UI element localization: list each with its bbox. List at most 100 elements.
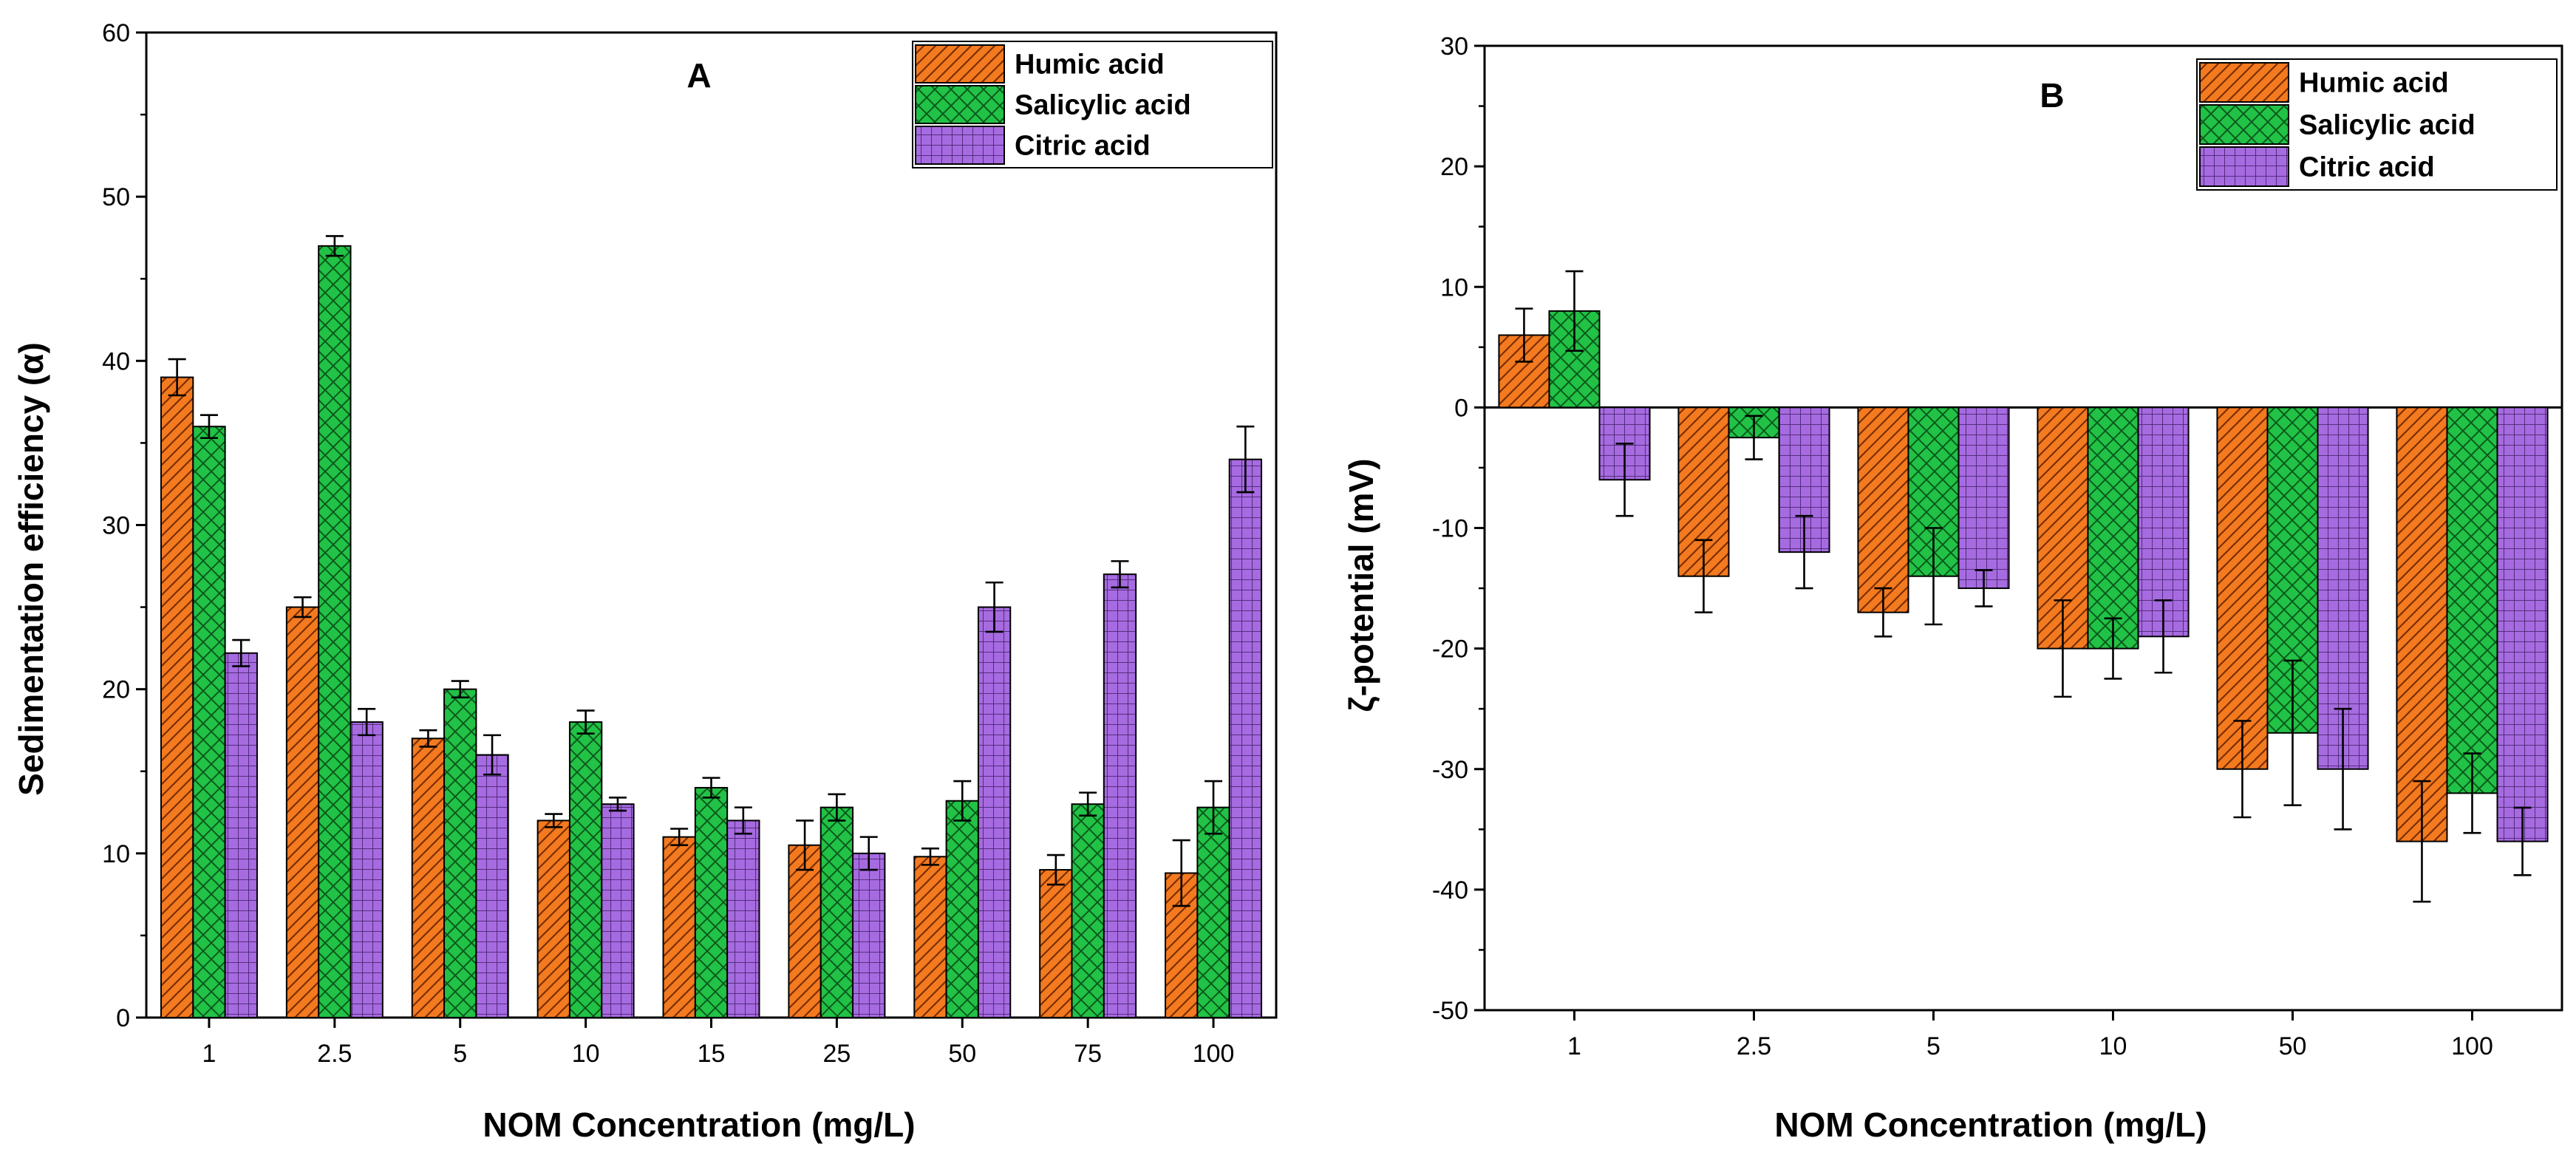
legend-swatch-b-citric-acid-pattern (2199, 146, 2289, 187)
bar-b-humic-acid-5-pattern (1857, 406, 1909, 613)
error-bar-a-salicylic-acid-100 (1204, 780, 1223, 835)
bar-a-citric-acid-2-5-pattern (350, 721, 384, 1018)
error-bar-b-citric-acid-50 (2334, 707, 2352, 831)
bar-b-citric-acid-100-pattern (2496, 406, 2549, 842)
bar-a-salicylic-acid-50-pattern (945, 800, 979, 1018)
bar-a-citric-acid-5-pattern (475, 754, 509, 1018)
bar-a-citric-acid-10-pattern (601, 803, 635, 1019)
x-tick-label-a-10: 10 (572, 1040, 600, 1068)
error-bar-b-salicylic-acid-1 (1565, 270, 1584, 352)
error-bar-b-humic-acid-100 (2413, 780, 2431, 903)
error-bar-a-salicylic-acid-50 (953, 780, 972, 822)
y-tick-label-b-1: -40 (1432, 876, 1468, 904)
error-bar-b-citric-acid-100 (2513, 806, 2532, 876)
bars-a (160, 235, 1263, 1019)
error-bar-b-salicylic-acid-2-5 (1745, 415, 1763, 460)
bar-a-humic-acid-10-pattern (536, 820, 570, 1019)
x-axis-title-a: NOM Concentration (mg/L) (483, 1105, 915, 1144)
error-bar-b-citric-acid-1 (1615, 443, 1634, 517)
legend-swatch-b-salicylic-acid-pattern (2199, 104, 2289, 145)
bar-a-salicylic-acid-15-pattern (694, 786, 729, 1018)
bar-a-humic-acid-75-pattern (1039, 869, 1073, 1019)
error-bar-b-salicylic-acid-5 (1924, 527, 1943, 626)
error-bar-a-humic-acid-50 (921, 847, 939, 866)
bar-a-humic-acid-2-5-pattern (285, 606, 320, 1018)
y-tick-label-a-6: 60 (102, 19, 130, 47)
x-tick-label-a-75: 75 (1074, 1040, 1102, 1068)
error-bar-b-humic-acid-10 (2054, 599, 2072, 698)
chart-panel-b: ζ-potential (mV) NOM Concentration (mg/L… (1342, 33, 2563, 1144)
legend-label-b-humic-acid: Humic acid (2299, 68, 2449, 99)
panel-letter-a: A (686, 56, 711, 95)
bar-b-salicylic-acid-10-pattern (2087, 406, 2139, 650)
y-tick-label-b-4: -10 (1432, 515, 1468, 543)
error-bar-a-citric-acid-25 (859, 836, 878, 871)
chart-panel-a: Sedimentation efficiency (α) NOM Concent… (12, 19, 1278, 1144)
error-bar-b-citric-acid-5 (1974, 569, 1993, 607)
y-tick-label-a-5: 50 (102, 183, 130, 211)
x-tick-label-a-2-5: 2.5 (317, 1040, 352, 1068)
error-bar-b-citric-acid-2-5 (1795, 514, 1813, 590)
bars-b (1498, 270, 2549, 903)
error-bar-a-salicylic-acid-25 (828, 793, 846, 822)
y-tick-label-b-7: 20 (1440, 153, 1468, 181)
y-tick-label-b-3: -20 (1432, 636, 1468, 664)
bar-a-salicylic-acid-2-5-pattern (318, 245, 352, 1019)
legend-label-a-citric-acid: Citric acid (1015, 131, 1151, 162)
bar-a-humic-acid-15-pattern (662, 836, 696, 1019)
bar-b-salicylic-acid-100-pattern (2446, 406, 2498, 794)
error-bar-a-humic-acid-10 (545, 813, 563, 828)
y-tick-label-a-3: 30 (102, 512, 130, 540)
x-tick-label-a-50: 50 (948, 1040, 976, 1068)
y-tick-label-b-5: 0 (1454, 394, 1468, 422)
error-bar-b-salicylic-acid-100 (2463, 752, 2481, 834)
legend-swatch-b-humic-acid-pattern (2199, 62, 2289, 103)
legend-swatch-a-salicylic-acid-pattern (915, 85, 1005, 124)
bar-a-humic-acid-25-pattern (788, 844, 822, 1018)
error-bar-a-salicylic-acid-15 (702, 777, 720, 799)
bar-a-salicylic-acid-1-pattern (192, 426, 226, 1018)
error-bar-a-salicylic-acid-5 (451, 680, 469, 699)
y-tick-label-a-1: 10 (102, 840, 130, 868)
x-tick-label-a-5: 5 (453, 1040, 467, 1068)
error-bar-a-humic-acid-1 (168, 358, 186, 397)
error-bar-a-salicylic-acid-2-5 (325, 235, 344, 257)
error-bar-a-humic-acid-25 (796, 820, 814, 871)
panel-letter-b: B (2040, 76, 2064, 115)
y-tick-label-a-2: 20 (102, 676, 130, 704)
error-bar-b-humic-acid-2-5 (1694, 539, 1713, 613)
error-bar-a-citric-acid-75 (1111, 560, 1129, 589)
x-tick-label-a-25: 25 (822, 1040, 851, 1068)
error-bar-a-humic-acid-5 (419, 729, 437, 748)
y-tick-label-a-4: 40 (102, 347, 130, 375)
bar-a-salicylic-acid-25-pattern (820, 806, 854, 1019)
error-bar-b-salicylic-acid-50 (2283, 659, 2302, 806)
legend-a: Humic acid Salicylic acid Citric acid (912, 41, 1273, 168)
error-bar-a-citric-acid-1 (232, 638, 251, 667)
legend-label-b-citric-acid: Citric acid (2299, 152, 2435, 183)
bar-a-salicylic-acid-10-pattern (568, 721, 603, 1018)
error-bar-a-humic-acid-100 (1172, 839, 1190, 907)
error-bar-b-citric-acid-10 (2154, 599, 2173, 674)
legend-label-a-humic-acid: Humic acid (1015, 50, 1165, 81)
legend-label-b-salicylic-acid: Salicylic acid (2299, 110, 2476, 141)
bar-a-citric-acid-1-pattern (224, 652, 258, 1018)
x-tick-label-b-2-5: 2.5 (1737, 1032, 1771, 1060)
legend-b: Humic acid Salicylic acid Citric acid (2196, 58, 2558, 191)
bar-b-citric-acid-5-pattern (1957, 406, 2010, 590)
error-bar-a-citric-acid-5 (483, 734, 502, 776)
bar-b-citric-acid-10-pattern (2137, 406, 2190, 638)
x-tick-label-a-1: 1 (202, 1040, 216, 1068)
x-tick-label-b-10: 10 (2099, 1032, 2127, 1060)
bar-a-humic-acid-50-pattern (913, 856, 947, 1018)
bar-a-citric-acid-50-pattern (977, 606, 1012, 1018)
y-tick-label-a-0: 0 (116, 1004, 130, 1032)
x-tick-label-a-100: 100 (1193, 1040, 1235, 1068)
error-bar-a-humic-acid-2-5 (293, 596, 312, 619)
error-bar-a-citric-acid-50 (985, 581, 1004, 633)
error-bar-a-humic-acid-15 (670, 828, 689, 847)
x-tick-label-b-5: 5 (1926, 1032, 1940, 1060)
legend-swatch-a-humic-acid-pattern (915, 44, 1005, 84)
y-tick-label-b-2: -30 (1432, 756, 1468, 784)
